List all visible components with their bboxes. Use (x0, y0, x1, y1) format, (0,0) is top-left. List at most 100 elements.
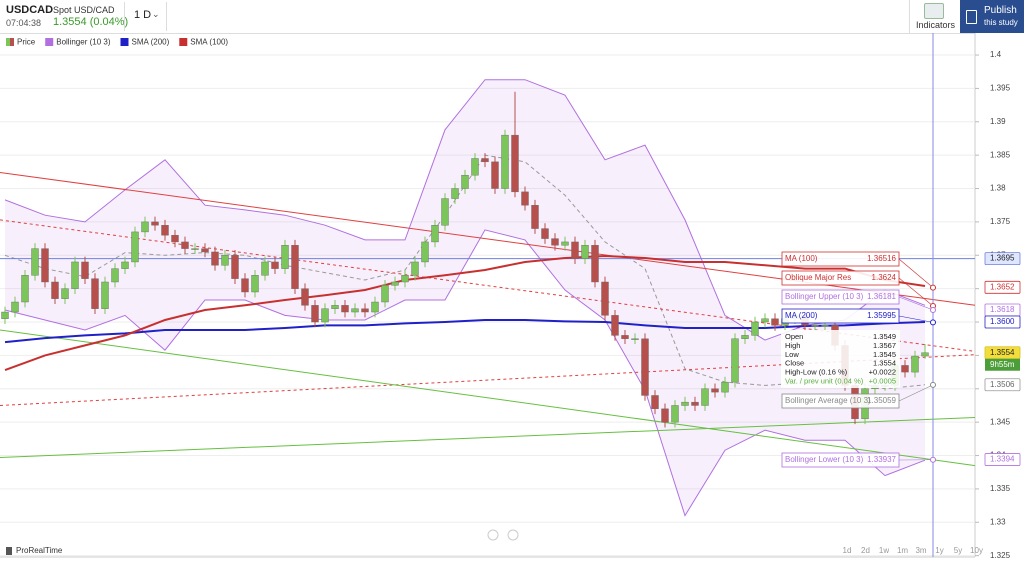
candle-body (381, 285, 389, 303)
legend-item[interactable]: Price (6, 38, 36, 47)
candle (101, 276, 109, 315)
candle-body (101, 281, 109, 309)
range-button[interactable]: 10y (970, 546, 983, 555)
candle-body (711, 388, 719, 393)
candle-body (161, 225, 169, 236)
candle (321, 303, 329, 328)
candle-body (61, 288, 69, 299)
legend-label: SMA (100) (190, 38, 228, 47)
publish-label: Publish (984, 5, 1017, 16)
candle-body (471, 158, 479, 176)
candle (411, 256, 419, 281)
publish-icon (966, 10, 977, 24)
candle-body (701, 388, 709, 406)
candle-body (241, 278, 249, 293)
candle-body (761, 318, 769, 323)
range-button[interactable]: 3m (915, 546, 926, 555)
candle-body (911, 355, 919, 373)
y-tick-label: 1.395 (990, 84, 1011, 93)
candle-body (51, 281, 59, 299)
candle-body (901, 365, 909, 373)
legend-swatch (10, 38, 14, 46)
annotation-value: 1.35059 (867, 396, 896, 405)
candle-body (681, 401, 689, 406)
candle-body (421, 241, 429, 263)
candle-body (481, 158, 489, 163)
candle-body (571, 241, 579, 259)
candle (441, 193, 449, 231)
divider (909, 0, 910, 33)
annotation-marker (930, 456, 936, 463)
legend-item[interactable]: SMA (200) (120, 38, 170, 47)
candle-body (391, 281, 399, 286)
candle (141, 216, 149, 238)
candle (721, 376, 729, 398)
candle-body (691, 401, 699, 406)
range-button[interactable]: 1d (843, 546, 852, 555)
range-button[interactable]: 5y (954, 546, 962, 555)
candle-body (251, 275, 259, 293)
candle-body (271, 261, 279, 269)
candle (201, 243, 209, 258)
candle (431, 219, 439, 248)
instrument-name: Spot USD/CAD (53, 5, 115, 15)
candle-body (441, 198, 449, 226)
trendline (0, 417, 976, 458)
candle (221, 249, 229, 271)
annotation-label: Oblique Major Res (785, 273, 851, 282)
candle-body (541, 228, 549, 239)
candle-body (401, 275, 409, 283)
legend-label: Bollinger (10 3) (56, 38, 111, 47)
candle-body (671, 405, 679, 423)
candle (621, 330, 629, 345)
timeframe-caret[interactable]: ⌄ (152, 9, 160, 19)
candle (901, 360, 909, 378)
indicators-button[interactable]: Indicators (916, 20, 956, 30)
annotation-label: Bollinger Average (10 3) (785, 396, 871, 405)
publish-button[interactable]: Publish this study (960, 0, 1024, 33)
candle (191, 243, 199, 254)
annotation-value: 1.36516 (867, 254, 896, 263)
range-button[interactable]: 2d (861, 546, 870, 555)
candle (771, 313, 779, 331)
candle-body (731, 338, 739, 383)
range-button[interactable]: 1y (935, 546, 943, 555)
candle-body (231, 255, 239, 279)
indicators-icon[interactable] (924, 3, 944, 19)
candle (271, 256, 279, 274)
candle-body (21, 275, 29, 303)
divider (124, 2, 125, 31)
zoom-out[interactable] (487, 529, 499, 541)
y-tick-label: 1.375 (990, 217, 1011, 226)
timeframe[interactable]: 1 D (134, 9, 152, 21)
trendline (0, 329, 976, 467)
candle-body (641, 338, 649, 396)
price-tag (984, 252, 1021, 266)
annotation-leader (898, 296, 934, 311)
candle-body (491, 161, 499, 189)
candle (521, 186, 529, 211)
candle-body (151, 221, 159, 226)
range-button[interactable]: 1w (879, 546, 889, 555)
legend-item[interactable]: SMA (100) (179, 38, 228, 47)
candle (181, 236, 189, 254)
candle (551, 233, 559, 251)
annotation-marker (930, 319, 936, 326)
price-tag-label: 1.3618 (990, 305, 1015, 314)
tooltip-value: +0.0022 (869, 368, 896, 377)
zoom-in[interactable] (507, 529, 519, 541)
candle (401, 269, 409, 288)
candle-body (661, 408, 669, 423)
candle (351, 303, 359, 318)
y-tick-label: 1.33 (990, 517, 1006, 526)
legend-item[interactable]: Bollinger (10 3) (45, 38, 111, 47)
tooltip-value: 1.3549 (873, 332, 896, 341)
candle-body (351, 308, 359, 313)
candle-body (171, 235, 179, 243)
candle-body (201, 248, 209, 253)
range-button[interactable]: 1m (897, 546, 908, 555)
annotation-leader (898, 384, 934, 402)
candle-body (31, 248, 39, 276)
candle-body (321, 308, 329, 323)
candle-body (811, 325, 819, 327)
